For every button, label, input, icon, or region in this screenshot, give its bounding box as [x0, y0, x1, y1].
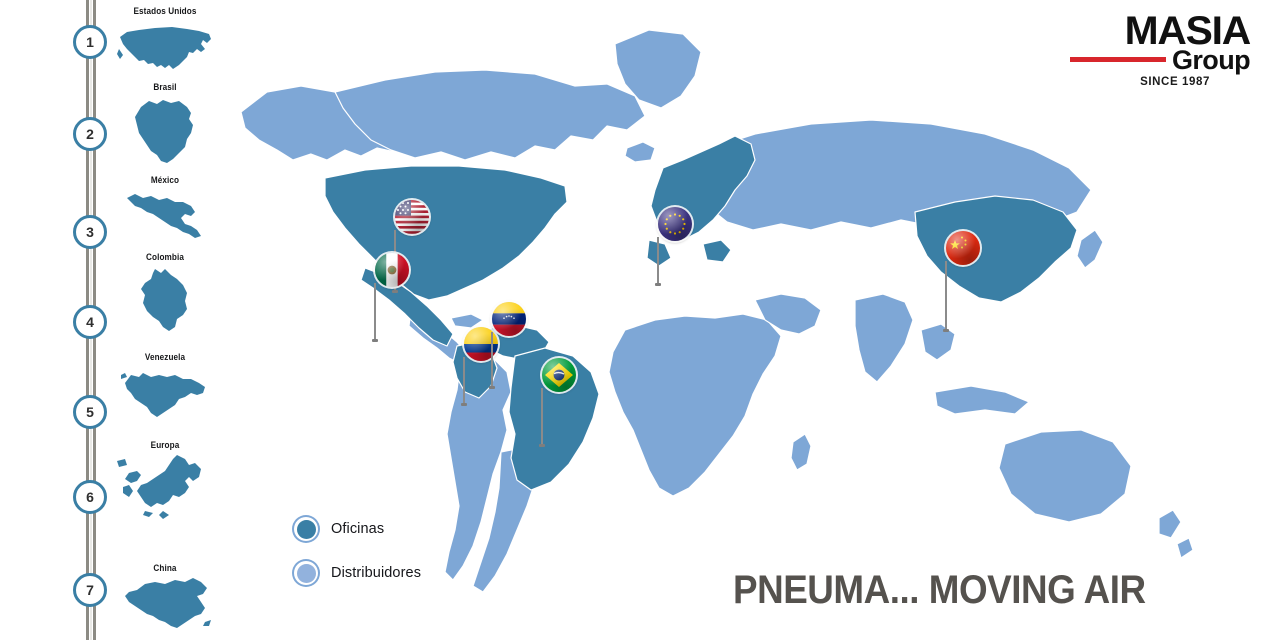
sidebar-item-label: China [153, 563, 177, 574]
mx-flag-icon [375, 253, 409, 287]
distributor-countries [240, 29, 1194, 593]
timeline-node-1[interactable]: 1 [73, 25, 107, 59]
timeline-number: 4 [86, 314, 94, 330]
legend-label: Oficinas [331, 521, 385, 537]
sidebar-item-label: Colombia [146, 252, 184, 263]
legend-label: Distribuidores [331, 565, 422, 581]
pin-stem [372, 283, 378, 342]
timeline-number: 5 [86, 404, 94, 420]
china-silhouette-icon [110, 576, 220, 636]
cn-flag-icon [946, 231, 980, 265]
timeline-number: 3 [86, 224, 94, 240]
world-map-svg [240, 29, 1194, 593]
europe-silhouette-icon [110, 453, 220, 521]
logo-brand-name: MASIA [1124, 9, 1252, 53]
timeline-node-2[interactable]: 2 [73, 117, 107, 151]
logo-sub-name: Group [1172, 45, 1251, 75]
usa-silhouette-icon [110, 19, 220, 77]
timeline-node-7[interactable]: 7 [73, 573, 107, 607]
map-legend: Oficinas Distribuidores [292, 512, 421, 600]
sidebar-item-label: Estados Unidos [133, 6, 197, 17]
sidebar-item-label: Europa [150, 440, 180, 451]
pin-stem [461, 357, 467, 406]
sidebar-item-europa[interactable]: Europa [110, 440, 220, 521]
sidebar-item-china[interactable]: China [110, 563, 220, 636]
legend-item-oficinas[interactable]: Oficinas [292, 512, 421, 546]
timeline-node-6[interactable]: 6 [73, 480, 107, 514]
sidebar-item-label: Venezuela [144, 352, 186, 363]
sidebar-item-brasil[interactable]: Brasil [110, 82, 220, 167]
legend-marker-office [292, 515, 320, 543]
country-timeline-sidebar: 1 Estados Unidos 2 Brasil 3 México [0, 0, 220, 640]
ve-flag-icon [492, 302, 526, 336]
pin-stem [489, 332, 495, 389]
country-china [914, 195, 1078, 303]
pin-stem [539, 388, 545, 447]
sidebar-item-label: Brasil [153, 82, 177, 93]
brazil-silhouette-icon [110, 95, 220, 167]
logo-since-text: SINCE 1987 [1140, 76, 1210, 88]
br-flag-icon [542, 358, 576, 392]
colombia-silhouette-icon [110, 265, 220, 337]
us-flag-icon [395, 200, 429, 234]
timeline-node-3[interactable]: 3 [73, 215, 107, 249]
sidebar-item-colombia[interactable]: Colombia [110, 252, 220, 337]
country-brazil [508, 347, 600, 491]
mexico-silhouette-icon [110, 188, 220, 250]
legend-item-distribuidores[interactable]: Distribuidores [292, 556, 421, 590]
logo-second-row: Group [1070, 45, 1251, 75]
sidebar-item-estados-unidos[interactable]: Estados Unidos [110, 6, 220, 77]
timeline-number: 7 [86, 582, 94, 598]
timeline-number: 1 [86, 34, 94, 50]
venezuela-silhouette-icon [110, 365, 220, 421]
logo-red-bar [1070, 56, 1166, 62]
timeline-number: 2 [86, 126, 94, 142]
sidebar-item-venezuela[interactable]: Venezuela [110, 352, 220, 421]
tagline: PNEUMA... MOVING AIR [733, 568, 1146, 612]
eu-flag-icon [658, 207, 692, 241]
timeline-node-4[interactable]: 4 [73, 305, 107, 339]
masia-group-logo: MASIA Group SINCE 1987 [1070, 11, 1251, 88]
pin-stem [655, 237, 661, 286]
sidebar-item-label: México [150, 175, 180, 186]
pin-stem [943, 261, 949, 332]
timeline-number: 6 [86, 489, 94, 505]
legend-marker-distributor [292, 559, 320, 587]
timeline-node-5[interactable]: 5 [73, 395, 107, 429]
sidebar-item-mexico[interactable]: México [110, 175, 220, 250]
